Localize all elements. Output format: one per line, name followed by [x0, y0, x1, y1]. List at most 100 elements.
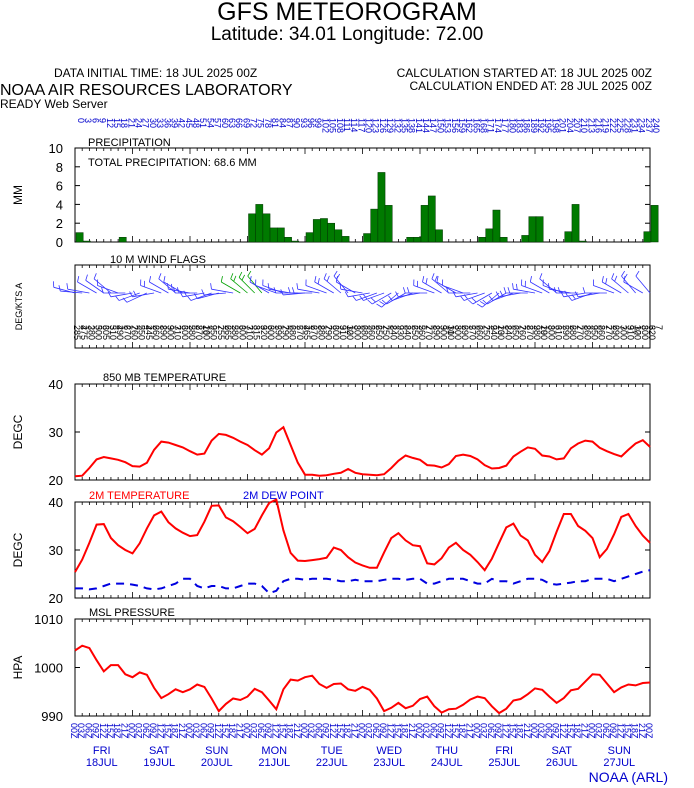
time-tick-label: 12Z — [270, 723, 280, 739]
hour-tick-label: 78 — [263, 118, 273, 128]
y-tick-label: 1010 — [34, 612, 63, 627]
hour-tick-label: 51 — [198, 118, 208, 128]
wind-dir-label: 300 — [94, 325, 104, 340]
time-tick-label: 15Z — [622, 723, 632, 739]
wind-dir-label: 250 — [482, 325, 492, 340]
precip-bar — [435, 229, 443, 243]
time-tick-label: 12Z — [98, 723, 108, 739]
wind-speed-label: 8 — [431, 325, 441, 330]
wind-barb-flag — [381, 299, 387, 305]
wind-barb — [97, 285, 119, 294]
wind-speed-label: 5 — [230, 325, 240, 330]
wind-barb-flag — [172, 287, 176, 294]
time-tick-label: 09Z — [608, 723, 618, 739]
wind-speed-label: 6 — [568, 325, 578, 330]
hour-tick-label: 186 — [522, 118, 532, 133]
time-tick-label: 03Z — [191, 723, 201, 739]
time-tick-label: 03Z — [479, 723, 489, 739]
precip-bar — [492, 209, 501, 243]
time-tick-label: 21Z — [234, 723, 244, 739]
precip-bar — [499, 237, 508, 243]
wind-dir-label: 265 — [302, 325, 312, 340]
hour-tick-label: 114 — [349, 118, 359, 132]
panel-850-mb-temperature: DEGC 20 30 40 — [11, 377, 651, 488]
wind-dir-label: 230 — [496, 325, 506, 340]
time-tick-label: 15Z — [392, 723, 402, 739]
wind-dir-label: 280 — [187, 325, 197, 340]
wind-barb — [77, 281, 97, 294]
wind-speed-label: 8 — [316, 325, 326, 330]
precip-bar — [255, 204, 264, 243]
precip-bar — [643, 231, 652, 243]
time-tick-label: 09Z — [436, 723, 446, 739]
day-label: FRI — [495, 745, 513, 757]
wind-speed-label: 8 — [388, 325, 398, 330]
wind-barb — [203, 292, 226, 296]
wind-speed-label: 6 — [223, 325, 233, 330]
hour-tick-label: 87 — [284, 118, 294, 128]
wind-barb — [158, 278, 176, 294]
wind-barb-flag — [623, 276, 626, 283]
wind-dir-label: 305 — [101, 325, 111, 340]
wind-barb-flag — [557, 287, 561, 294]
hour-tick-label: 180 — [507, 118, 517, 133]
wind-barb-flag — [367, 299, 373, 305]
precip-bar — [528, 216, 537, 243]
time-tick-label: 06Z — [198, 723, 208, 739]
wind-barb-flag — [352, 295, 357, 301]
wind-barb-flag — [476, 303, 483, 308]
data-initial-time: DATA INITIAL TIME: 18 JUL 2025 00Z — [54, 66, 258, 80]
time-tick-label: 12Z — [500, 723, 510, 739]
time-tick-label: 06Z — [428, 723, 438, 739]
wind-speed-label: 8 — [597, 325, 607, 330]
wind-barb-flag — [186, 295, 192, 301]
wind-barb — [513, 288, 536, 294]
precip-bar — [413, 237, 422, 243]
wind-dir-label: 320 — [259, 325, 269, 340]
time-tick-label: 09Z — [206, 723, 216, 739]
wind-barb-flag — [296, 283, 299, 290]
time-tick-label: 18Z — [630, 723, 640, 739]
wind-speed-label: 8 — [525, 325, 535, 330]
precip-bar — [82, 240, 91, 243]
time-tick-label: 12Z — [558, 723, 568, 739]
wind-barb-flag — [148, 276, 152, 283]
hour-tick-label: 60 — [220, 118, 230, 128]
precip-bar — [291, 240, 300, 243]
wind-speed-label: 5 — [137, 325, 147, 330]
time-tick-label: 00Z — [472, 723, 482, 739]
date-label: 22JUL — [316, 757, 348, 769]
wind-speed-label: 9 — [438, 325, 448, 330]
wind-dir-label: 290 — [611, 325, 621, 340]
wind-speed-label: 7 — [381, 325, 391, 330]
y-axis-label: DEG/KTS A — [14, 283, 24, 331]
y-tick-label: 20 — [49, 473, 63, 488]
date-label: 27JUL — [603, 757, 635, 769]
y-axis-label: DEGC — [11, 414, 25, 449]
hour-tick-label: 36 — [162, 118, 172, 128]
wind-speed-label: 6 — [122, 325, 132, 330]
wind-dir-label: 250 — [510, 325, 520, 340]
time-tick-label: 21Z — [579, 723, 589, 739]
hour-tick-label: 129 — [385, 118, 395, 133]
wind-barb-flag — [571, 294, 576, 300]
time-tick-label: 09Z — [321, 723, 331, 739]
wind-dir-label: 290 — [431, 325, 441, 340]
hour-tick-label: 42 — [177, 118, 187, 128]
wind-barb-flag — [605, 278, 608, 285]
precip-bar — [535, 216, 544, 243]
wind-barb — [314, 281, 334, 294]
wind-barb — [230, 278, 248, 294]
precip-bar — [320, 218, 328, 243]
wind-dir-label: 300 — [180, 325, 190, 340]
wind-speed-label: 7 — [323, 325, 333, 330]
precip-bar — [384, 205, 393, 243]
wind-dir-label: 290 — [324, 325, 334, 340]
wind-barb — [60, 290, 83, 294]
wind-speed-label: 9 — [589, 325, 599, 330]
y-tick-label: 4 — [56, 197, 63, 212]
time-tick-label: 21Z — [464, 723, 474, 739]
wind-barb-flag — [363, 294, 368, 300]
hour-tick-label: 234 — [637, 118, 647, 133]
hour-tick-label: 24 — [134, 118, 144, 128]
